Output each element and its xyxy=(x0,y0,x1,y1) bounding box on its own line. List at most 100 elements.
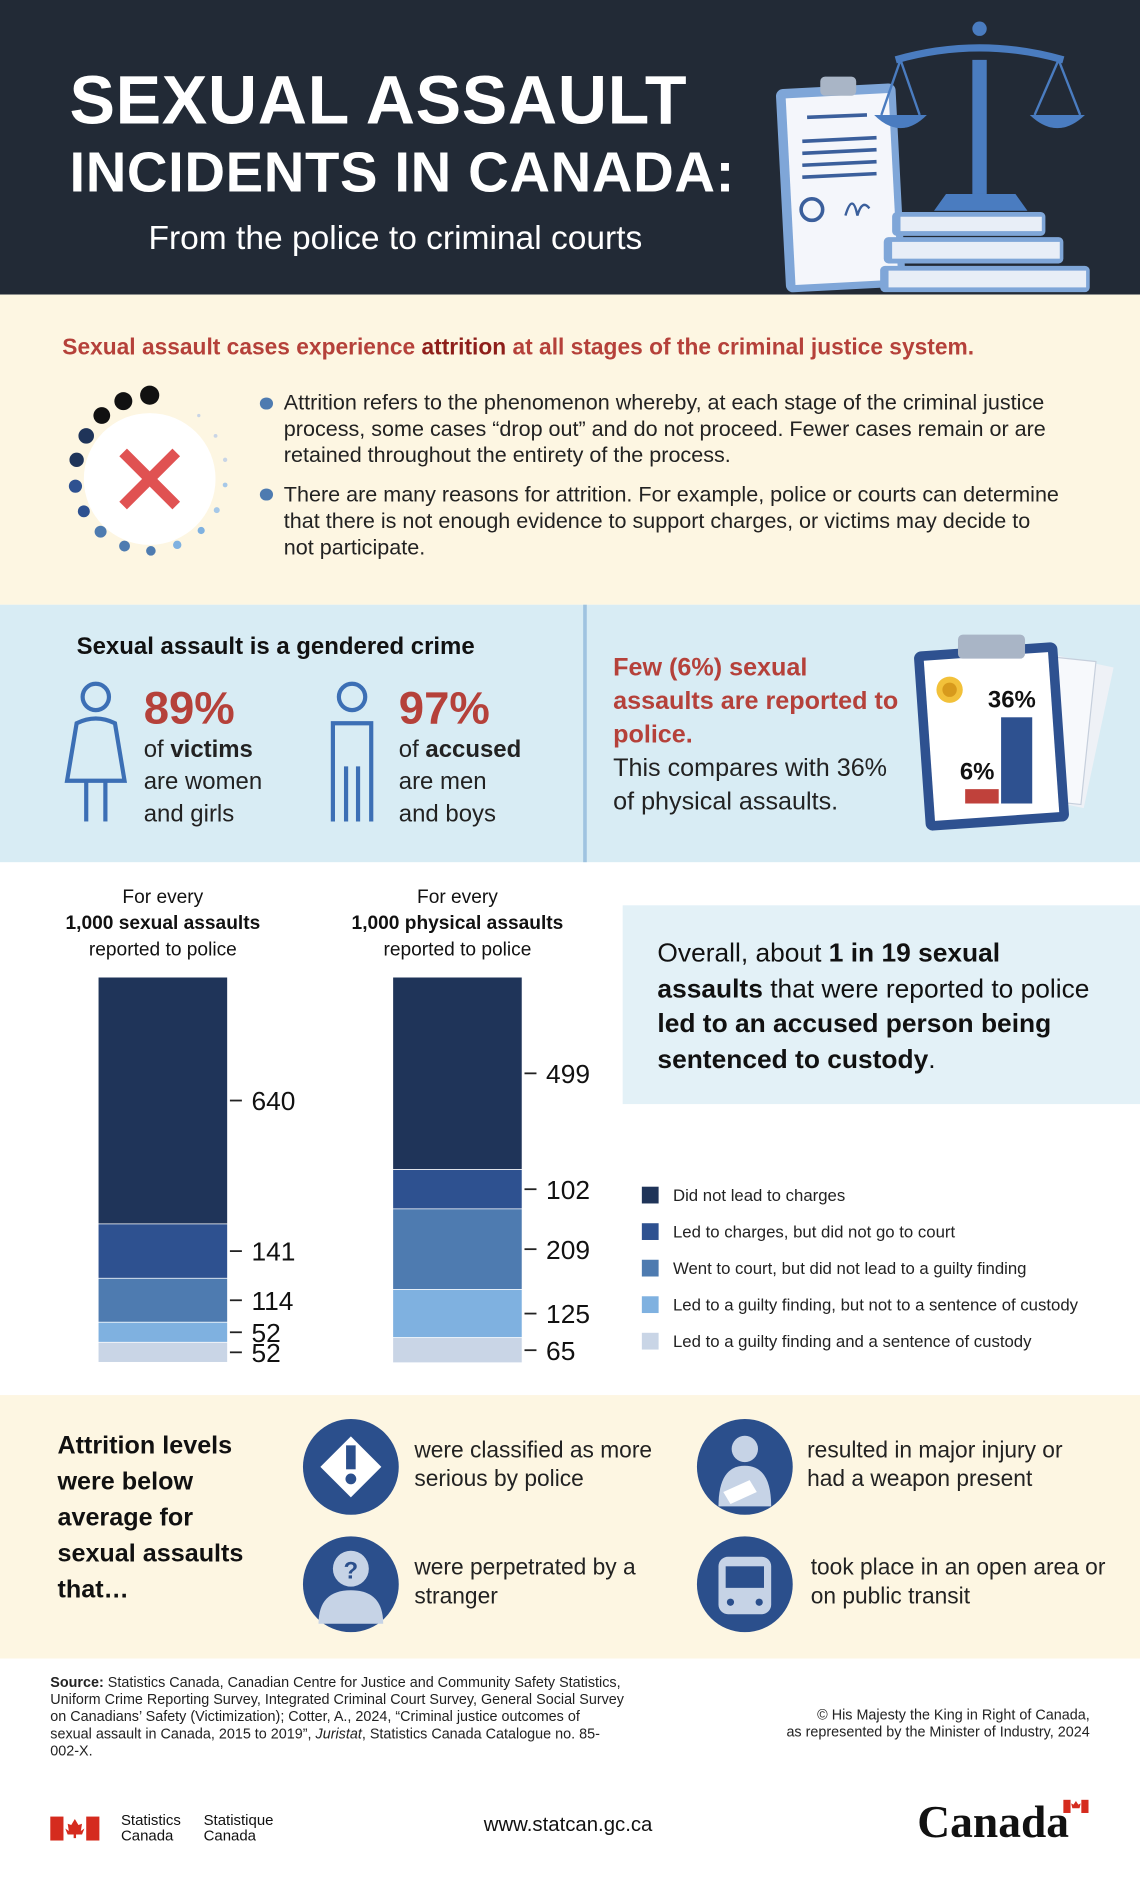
factor: were perpetrated by a stranger xyxy=(414,1555,636,1610)
text: of xyxy=(143,736,171,763)
text: Canada xyxy=(203,1826,257,1844)
stacked-charts: For every 1,000 sexual assaults reported t… xyxy=(65,887,589,1368)
factor: took place in an open area or on public … xyxy=(810,1555,1106,1610)
value-label: 65 xyxy=(546,1336,575,1366)
text: at all stages of the criminal justice sy… xyxy=(506,335,975,361)
legend-swatch xyxy=(641,1186,659,1204)
emphasis: 1 in 19 sexual assaults xyxy=(657,937,1001,1003)
text: Statistics xyxy=(120,1811,181,1829)
bar-segment xyxy=(392,1337,523,1364)
legend-label: Led to charges, but did not go to court xyxy=(673,1223,955,1242)
factor: were classified as more serious by polic… xyxy=(414,1438,653,1493)
clipboard-chart: 6% 36% xyxy=(960,687,1036,804)
subtitle: From the police to criminal courts xyxy=(148,219,643,257)
emphasis: victims xyxy=(170,736,253,763)
text: that were reported to police xyxy=(762,972,1090,1003)
attrition-headline: Sexual assault cases experience attritio… xyxy=(62,335,974,361)
stat-line: and boys xyxy=(398,801,496,828)
bar-label: 6% xyxy=(960,759,995,786)
source-label: Source: xyxy=(50,1674,104,1691)
value-label: 52 xyxy=(251,1338,280,1368)
canada-flag xyxy=(50,1799,1089,1841)
bullet-dot xyxy=(261,397,274,410)
legend-swatch xyxy=(641,1296,659,1314)
bar-label: 36% xyxy=(988,687,1036,714)
value-label: 141 xyxy=(251,1237,295,1267)
chart-heading: 1,000 sexual assaults xyxy=(65,913,260,934)
value-label: 102 xyxy=(546,1175,590,1205)
reporting-text: This compares with 36% of physical assau… xyxy=(613,754,888,816)
source: Source: Statistics Canada, Canadian Cent… xyxy=(50,1674,625,1759)
stat-percent: 89% xyxy=(143,683,235,735)
reporting: Few (6%) sexual assaults are reported to… xyxy=(613,651,900,819)
stat-percent: 97% xyxy=(398,683,490,735)
svg-text:?: ? xyxy=(344,1557,359,1584)
legend-label: Led to a guilty finding, but not to a se… xyxy=(673,1296,1079,1315)
value-label: 114 xyxy=(251,1286,293,1316)
stat-line: are women xyxy=(143,768,263,796)
text: Overall, about xyxy=(657,937,829,968)
agency-fr: Statistique Canada xyxy=(204,1813,274,1843)
text: Statistique xyxy=(203,1811,274,1829)
legend-swatch xyxy=(641,1259,659,1277)
bullet-dot xyxy=(261,488,274,501)
legend-label: Went to court, but did not lead to a gui… xyxy=(673,1259,1027,1278)
chart-heading: For every xyxy=(417,887,498,908)
value-label: 499 xyxy=(546,1059,590,1089)
text: of xyxy=(398,736,426,763)
bar xyxy=(1001,717,1033,804)
bullet: Attrition refers to the phenomenon where… xyxy=(283,390,1046,468)
factor: resulted in major injury or had a weapon… xyxy=(807,1438,1063,1493)
bar-segment xyxy=(392,1169,523,1210)
value-label: 125 xyxy=(546,1299,590,1329)
overall-text: Overall, about 1 in 19 sexual assaults t… xyxy=(657,935,1100,1076)
bar-segment xyxy=(97,976,228,1225)
bullet: There are many reasons for attrition. Fo… xyxy=(283,482,1059,560)
title-line: INCIDENTS IN CANADA: xyxy=(69,140,735,204)
url[interactable]: www.statcan.gc.ca xyxy=(483,1812,653,1836)
text: Sexual assault cases experience xyxy=(62,335,422,361)
value-label: 640 xyxy=(251,1086,295,1116)
stat: 89% of victims are women and girls xyxy=(144,684,262,831)
chart-heading: reported to police xyxy=(383,940,531,961)
chart-heading: 1,000 physical assaults xyxy=(352,913,564,934)
legend-swatch xyxy=(641,1332,659,1350)
text: , Statistics Canada Catalogue no. 85-002… xyxy=(50,1725,600,1759)
gendered-title: Sexual assault is a gendered crime xyxy=(76,633,475,660)
stat: 97% of accused are men and boys xyxy=(399,684,522,831)
bar-segment xyxy=(97,1277,228,1323)
stat-line: and girls xyxy=(143,801,235,828)
emphasis: accused xyxy=(425,736,522,763)
agency-en: Statistics Canada xyxy=(121,1813,181,1843)
emphasis: led to an accused person being sentenced… xyxy=(657,1008,1052,1074)
stat-line: are men xyxy=(398,768,487,796)
bar-segment xyxy=(392,1289,523,1339)
wordmark: Canada xyxy=(917,1797,1070,1848)
chart-heading: For every xyxy=(122,887,203,908)
attrition-icon xyxy=(68,385,272,556)
factors-band xyxy=(0,1395,1140,1659)
copyright-line: © His Majesty the King in Right of Canad… xyxy=(817,1706,1090,1724)
title-line: SEXUAL ASSAULT xyxy=(69,62,688,139)
value-label: 52 xyxy=(251,1318,280,1348)
bar-segment xyxy=(97,1223,228,1279)
emphasis: attrition xyxy=(421,335,507,361)
copyright: © His Majesty the King in Right of Canad… xyxy=(786,1706,1089,1740)
divider xyxy=(583,604,587,863)
legend-label: Led to a guilty finding and a sentence o… xyxy=(673,1332,1032,1351)
bar-segment xyxy=(392,1208,523,1290)
factors-title: Attrition levels were below average for … xyxy=(57,1432,244,1604)
factor-icons: ? xyxy=(302,1419,793,1633)
text: Canada xyxy=(120,1826,174,1844)
overall-box xyxy=(622,905,1140,1105)
stat-line: of accused xyxy=(399,734,522,766)
header-illustration xyxy=(775,21,1090,293)
legend-swatch xyxy=(641,1223,659,1240)
bar-segment xyxy=(97,1321,228,1343)
bar xyxy=(965,789,999,804)
text: Statistics Canada, Canadian Centre for J… xyxy=(50,1674,624,1742)
person-icons xyxy=(64,681,374,822)
